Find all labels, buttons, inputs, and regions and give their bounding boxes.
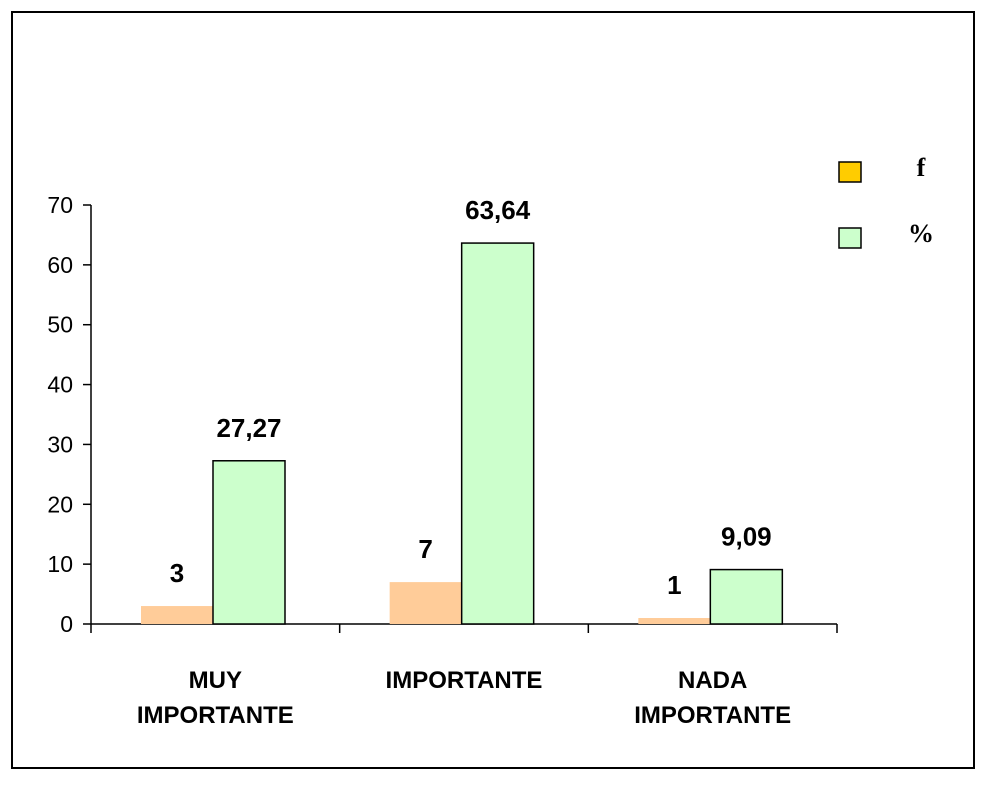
bar-f xyxy=(141,606,213,624)
data-label-percent: 63,64 xyxy=(465,195,531,225)
data-label-percent: 9,09 xyxy=(721,522,772,552)
bar-percent xyxy=(212,460,286,625)
bar-percent xyxy=(709,568,784,625)
data-label-f: 3 xyxy=(170,558,184,588)
category-label: MUY xyxy=(189,667,242,694)
data-label-f: 1 xyxy=(667,570,681,600)
bar-f xyxy=(638,618,711,624)
category-label: NADA xyxy=(678,667,747,694)
category-label: IMPORTANTE xyxy=(634,702,791,729)
y-tick-label: 50 xyxy=(47,312,73,338)
y-tick-label: 10 xyxy=(47,551,73,577)
y-tick-label: 70 xyxy=(47,192,73,218)
category-label: IMPORTANTE xyxy=(386,667,543,694)
y-tick-label: 20 xyxy=(47,491,73,517)
y-tick-label: 40 xyxy=(47,372,73,398)
category-label: IMPORTANTE xyxy=(137,702,294,729)
legend-label-percent: % xyxy=(908,219,934,248)
bar-percent xyxy=(460,242,535,625)
legend-label-f: f xyxy=(917,153,926,182)
bar-f xyxy=(389,582,462,624)
y-tick-label: 60 xyxy=(47,252,73,278)
y-tick-label: 30 xyxy=(47,431,73,457)
y-tick-label: 0 xyxy=(60,611,73,637)
data-label-f: 7 xyxy=(418,534,432,564)
data-label-percent: 27,27 xyxy=(216,413,281,443)
legend-swatch-percent xyxy=(838,227,862,249)
legend-swatch-f xyxy=(838,161,862,183)
